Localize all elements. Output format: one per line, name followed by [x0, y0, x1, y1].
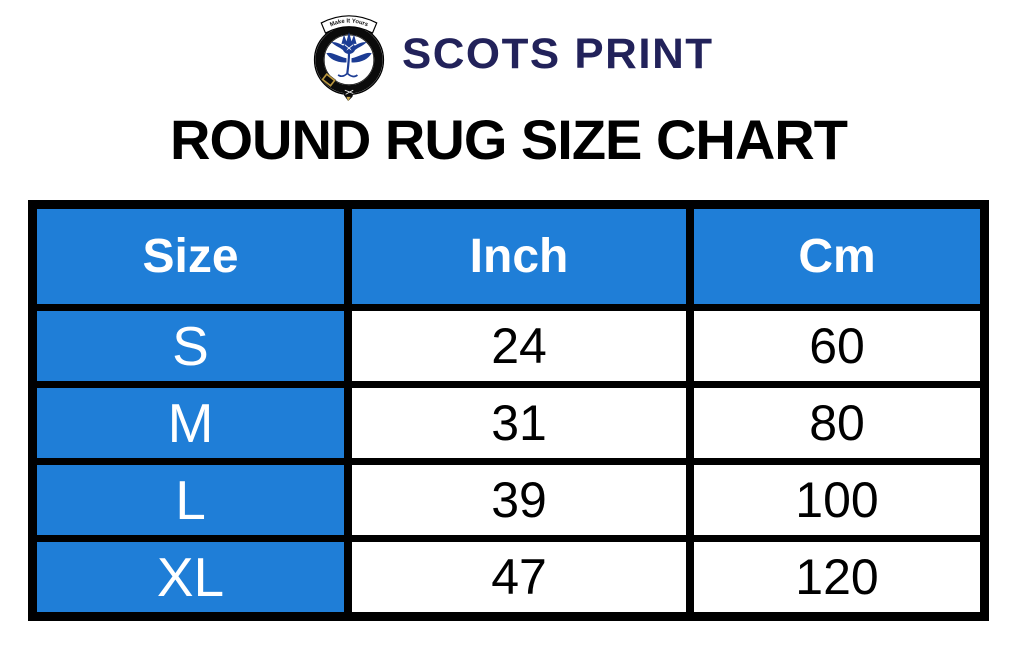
belt-buckle: [320, 72, 337, 88]
cm-cell-l: 100: [694, 465, 980, 535]
inch-cell-xl: 47: [352, 542, 686, 612]
size-cell-xl: XL: [37, 542, 344, 612]
belt-strap-tail: [343, 87, 355, 102]
cm-cell-m: 80: [694, 388, 980, 458]
col-header-cm: Cm: [694, 209, 980, 304]
size-cell-s: S: [37, 311, 344, 381]
brand-header: Make It Yours: [0, 6, 1017, 102]
inch-cell-s: 24: [352, 311, 686, 381]
size-chart-table: Size Inch Cm S 24 60 M 31 80 L 39 100 XL…: [28, 200, 989, 621]
thistle-glyph: [326, 32, 372, 78]
col-header-size: Size: [37, 209, 344, 304]
thistle-crest-icon: Make It Yours: [313, 15, 384, 102]
crest-motto: Make It Yours: [329, 18, 369, 28]
inch-cell-m: 31: [352, 388, 686, 458]
size-cell-m: M: [37, 388, 344, 458]
size-cell-l: L: [37, 465, 344, 535]
svg-text:Make It Yours: Make It Yours: [329, 18, 369, 28]
cm-cell-s: 60: [694, 311, 980, 381]
page-title: ROUND RUG SIZE CHART: [170, 108, 848, 171]
cm-cell-xl: 120: [694, 542, 980, 612]
col-header-inch: Inch: [352, 209, 686, 304]
brand-name: SCOTS PRINT: [401, 29, 714, 78]
inch-cell-l: 39: [352, 465, 686, 535]
clan-crest-logo: Make It Yours: [307, 6, 391, 102]
